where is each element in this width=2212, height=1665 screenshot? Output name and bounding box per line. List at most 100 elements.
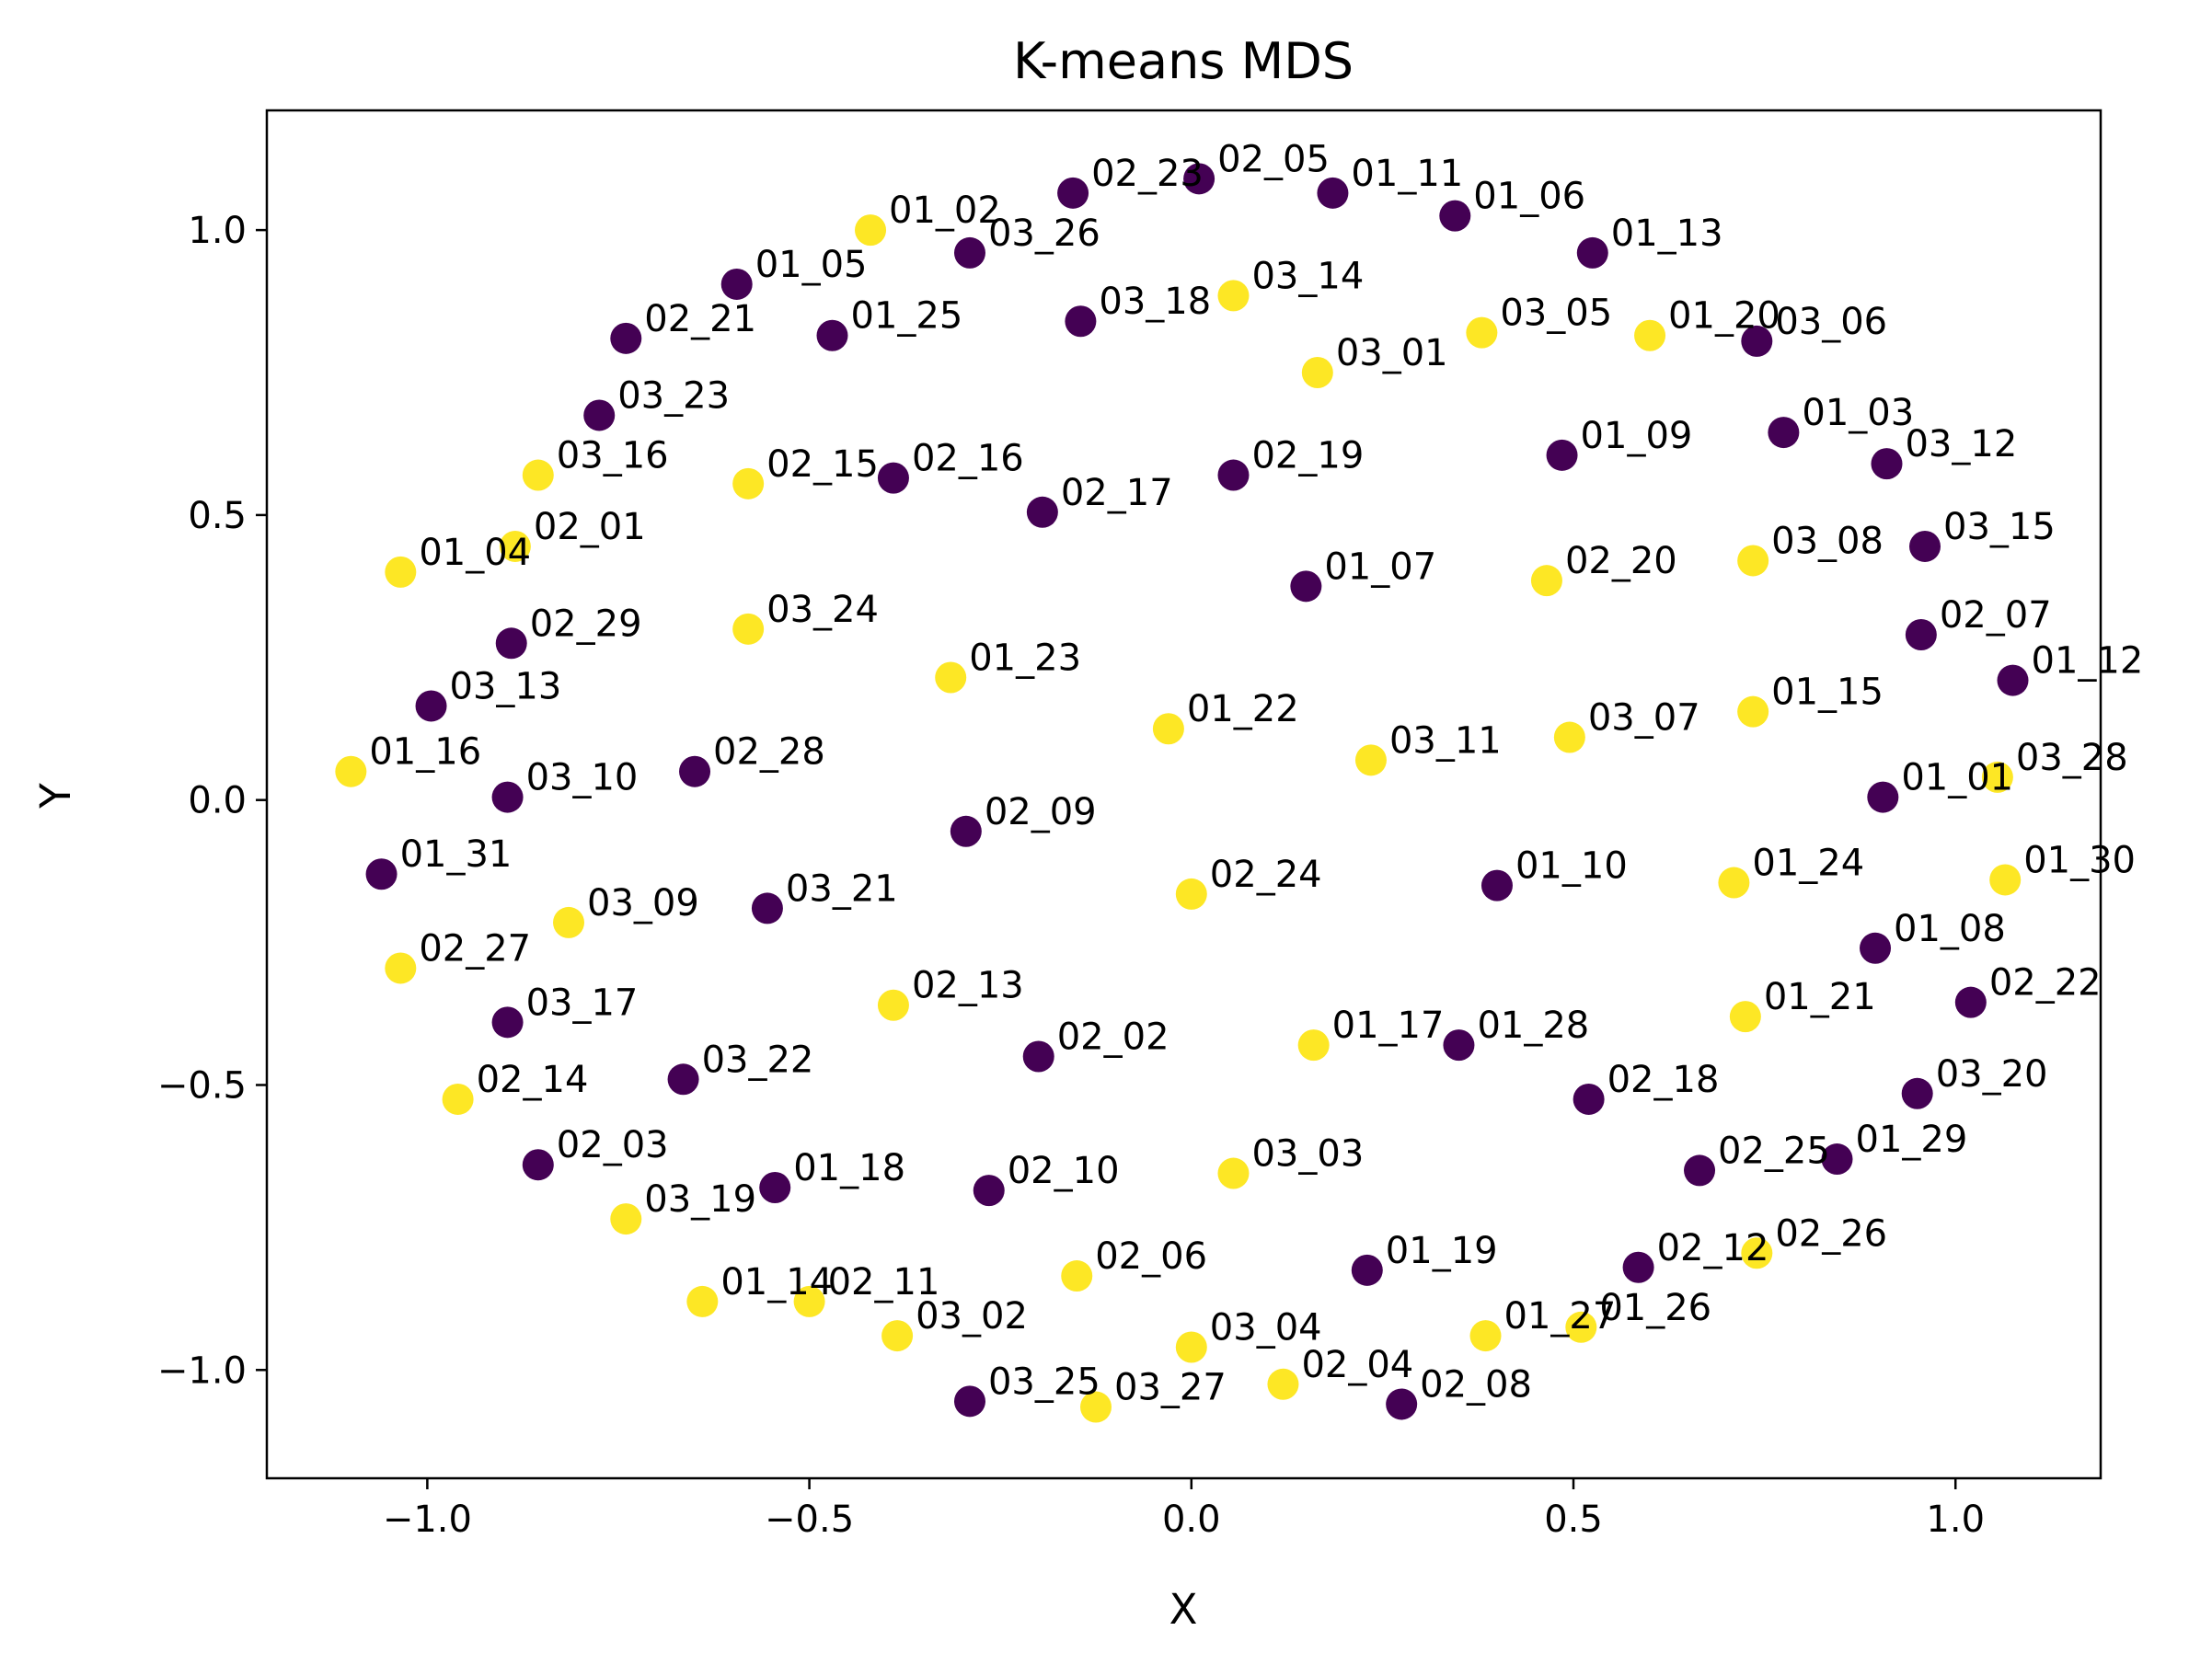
point-label-03_20: 03_20 [1936,1053,2048,1096]
point-label-02_24: 02_24 [1210,854,1322,896]
data-point-01_03 [1768,417,1800,449]
data-point-02_04 [1267,1368,1299,1400]
x-tick-label: 0.5 [1544,1498,1603,1541]
data-point-02_28 [679,755,711,787]
point-label-01_31: 01_31 [400,833,513,876]
data-point-03_21 [751,892,783,924]
data-point-02_29 [495,627,527,660]
data-point-01_31 [365,858,397,890]
y-tick-label: 0.0 [188,780,247,822]
x-axis-ticks: −1.0 −0.5 0.0 0.5 1.0 [383,1478,1985,1541]
point-label-03_12: 03_12 [1905,423,2017,465]
point-label-02_03: 02_03 [557,1124,669,1166]
y-tick-label: −0.5 [157,1064,247,1107]
point-label-02_17: 02_17 [1061,472,1173,514]
point-label-01_30: 01_30 [2023,839,2136,881]
point-label-02_08: 02_08 [1420,1363,1532,1406]
point-label-02_15: 02_15 [766,443,879,486]
data-point-01_22 [1152,713,1184,745]
data-point-02_25 [1684,1154,1716,1187]
point-label-02_20: 02_20 [1565,540,1677,582]
data-point-01_13 [1576,236,1608,269]
data-point-02_07 [1905,619,1937,651]
data-point-02_23 [1057,177,1089,209]
point-label-01_02: 01_02 [889,189,1001,232]
data-point-02_27 [385,952,417,984]
point-label-03_03: 03_03 [1251,1133,1364,1176]
data-point-03_04 [1175,1331,1207,1363]
point-label-01_29: 01_29 [1856,1119,1968,1161]
point-label-03_01: 03_01 [1336,332,1448,374]
point-label-01_03: 01_03 [1802,392,1914,434]
data-point-01_07 [1290,570,1322,603]
data-point-02_15 [732,467,765,500]
data-point-01_25 [816,319,848,351]
point-label-03_10: 03_10 [526,757,639,799]
data-point-01_01 [1867,781,1899,813]
data-point-03_26 [953,236,985,269]
point-label-02_12: 02_12 [1657,1227,1769,1269]
point-label-03_18: 03_18 [1099,281,1211,323]
x-tick-label: 1.0 [1926,1498,1985,1541]
point-label-01_01: 01_01 [1901,757,2013,799]
data-point-03_17 [491,1006,524,1039]
point-label-01_07: 01_07 [1324,545,1436,588]
point-label-01_15: 01_15 [1771,672,1884,714]
point-label-03_16: 03_16 [557,435,669,477]
point-label-02_14: 02_14 [477,1059,589,1101]
data-point-03_09 [553,906,585,938]
data-point-03_03 [1217,1157,1250,1189]
data-point-02_19 [1217,459,1250,491]
data-point-02_16 [877,462,909,494]
point-label-02_11: 02_11 [828,1261,940,1303]
point-label-01_04: 01_04 [419,532,531,574]
point-label-03_27: 03_27 [1114,1367,1227,1409]
point-label-03_07: 03_07 [1588,697,1700,740]
point-label-02_21: 02_21 [644,298,756,340]
data-point-01_20 [1634,319,1666,351]
point-label-01_19: 01_19 [1386,1230,1498,1272]
data-point-01_24 [1718,867,1750,899]
data-point-01_14 [686,1285,719,1317]
point-label-03_04: 03_04 [1210,1306,1322,1349]
data-point-01_21 [1729,1001,1761,1033]
point-label-03_15: 03_15 [1943,506,2056,548]
point-label-03_28: 03_28 [2016,737,2128,779]
data-point-03_19 [610,1203,642,1235]
y-tick-label: 1.0 [188,210,247,252]
points-layer [335,163,2029,1423]
data-point-02_06 [1061,1260,1093,1292]
data-point-03_28 [1981,761,2013,793]
point-label-03_21: 03_21 [786,867,898,910]
point-label-02_27: 02_27 [419,927,531,970]
data-point-01_15 [1737,695,1769,728]
data-point-02_01 [499,530,531,562]
data-point-03_01 [1301,357,1333,389]
point-label-02_07: 02_07 [1940,594,2052,637]
point-label-01_16: 01_16 [369,731,481,774]
data-point-03_06 [1741,325,1773,357]
data-point-03_18 [1065,305,1097,338]
data-point-01_19 [1351,1254,1383,1286]
data-point-03_14 [1217,280,1250,312]
point-label-02_25: 02_25 [1718,1130,1830,1172]
data-point-02_03 [522,1149,554,1181]
plot-frame [265,109,2103,1480]
data-point-02_12 [1622,1251,1654,1283]
data-point-03_08 [1737,545,1769,577]
data-point-03_20 [1901,1077,1933,1109]
point-label-01_20: 01_20 [1668,295,1780,338]
y-axis-label: Y [31,783,80,810]
point-label-01_24: 01_24 [1752,843,1864,885]
y-tick-label: 0.5 [188,495,247,537]
x-tick-label: −1.0 [383,1498,472,1541]
point-label-03_25: 03_25 [988,1361,1100,1403]
point-label-01_05: 01_05 [755,244,868,286]
data-point-02_20 [1530,565,1562,597]
data-point-02_17 [1026,496,1058,528]
data-point-02_02 [1022,1040,1054,1073]
data-point-01_17 [1297,1029,1330,1062]
point-label-03_08: 03_08 [1771,520,1884,562]
